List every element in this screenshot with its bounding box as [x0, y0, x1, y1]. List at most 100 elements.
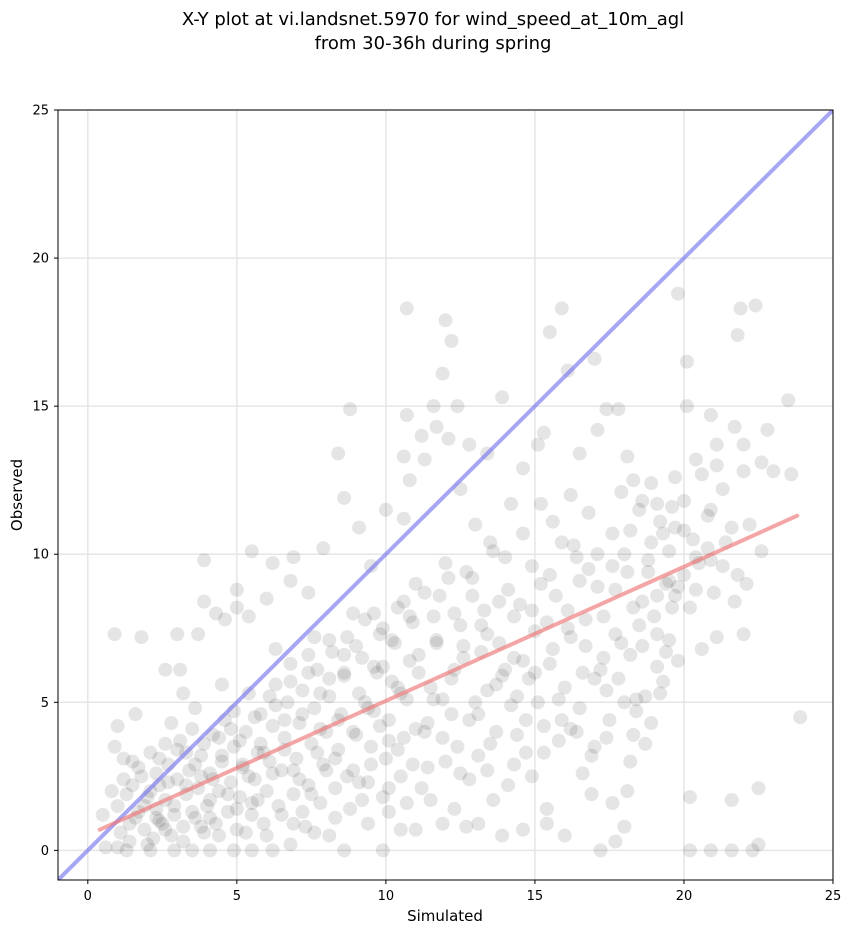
- data-point: [605, 526, 620, 541]
- data-point: [203, 793, 218, 808]
- data-point: [405, 757, 420, 772]
- data-point: [530, 695, 545, 710]
- data-point: [203, 843, 218, 858]
- data-point: [566, 538, 581, 553]
- data-point: [527, 665, 542, 680]
- data-point: [682, 843, 697, 858]
- data-point: [346, 606, 361, 621]
- data-point: [262, 689, 277, 704]
- data-point: [569, 724, 584, 739]
- data-point: [554, 713, 569, 728]
- data-point: [569, 550, 584, 565]
- data-point: [736, 464, 751, 479]
- data-point: [635, 594, 650, 609]
- data-point: [301, 647, 316, 662]
- data-point: [340, 630, 355, 645]
- data-point: [596, 609, 611, 624]
- data-point: [384, 633, 399, 648]
- data-point: [462, 713, 477, 728]
- data-point: [217, 612, 232, 627]
- data-point: [131, 760, 146, 775]
- data-point: [659, 644, 674, 659]
- data-point: [623, 523, 638, 538]
- data-point: [518, 713, 533, 728]
- data-point: [668, 470, 683, 485]
- data-point: [253, 707, 268, 722]
- data-point: [563, 630, 578, 645]
- data-point: [149, 810, 164, 825]
- data-point: [438, 754, 453, 769]
- data-point: [548, 588, 563, 603]
- data-point: [557, 680, 572, 695]
- data-point: [158, 736, 173, 751]
- data-point: [176, 686, 191, 701]
- data-point: [447, 606, 462, 621]
- data-point: [229, 582, 244, 597]
- data-point: [650, 496, 665, 511]
- data-point: [507, 609, 522, 624]
- data-point: [676, 523, 691, 538]
- data-point: [292, 716, 307, 731]
- data-point: [301, 585, 316, 600]
- data-point: [337, 490, 352, 505]
- data-point: [524, 559, 539, 574]
- data-point: [176, 834, 191, 849]
- data-point: [119, 787, 134, 802]
- data-point: [471, 816, 486, 831]
- data-point: [659, 576, 674, 591]
- data-point: [286, 550, 301, 565]
- data-point: [244, 843, 259, 858]
- data-point: [614, 485, 629, 500]
- data-point: [343, 801, 358, 816]
- data-point: [274, 763, 289, 778]
- data-point: [328, 810, 343, 825]
- data-point: [435, 692, 450, 707]
- data-point: [295, 707, 310, 722]
- data-point: [352, 520, 367, 535]
- data-point: [265, 766, 280, 781]
- data-point: [715, 482, 730, 497]
- data-point: [679, 354, 694, 369]
- data-point: [489, 677, 504, 692]
- data-point: [516, 461, 530, 476]
- data-point: [572, 701, 587, 716]
- data-point: [381, 804, 396, 819]
- data-point: [167, 843, 182, 858]
- data-point: [662, 633, 677, 648]
- x-tick-label: 15: [527, 889, 544, 904]
- data-point: [211, 784, 226, 799]
- data-point: [465, 570, 480, 585]
- data-point: [402, 653, 417, 668]
- data-point: [498, 662, 513, 677]
- data-point: [110, 719, 125, 733]
- data-point: [539, 801, 554, 816]
- data-point: [533, 496, 548, 511]
- data-point: [322, 689, 337, 704]
- data-point: [688, 582, 703, 597]
- data-point: [143, 784, 158, 799]
- data-point: [265, 843, 280, 858]
- data-point: [194, 769, 209, 784]
- data-point: [197, 553, 212, 568]
- data-point: [134, 769, 149, 784]
- data-point: [238, 724, 253, 739]
- data-point: [748, 298, 763, 313]
- data-point: [644, 476, 659, 491]
- data-point: [277, 730, 292, 745]
- data-point: [390, 600, 405, 615]
- data-point: [295, 804, 310, 819]
- data-point: [122, 834, 137, 849]
- data-point: [402, 473, 417, 488]
- data-point: [644, 716, 659, 731]
- data-point: [671, 653, 685, 668]
- data-point: [283, 656, 298, 671]
- data-point: [337, 647, 352, 662]
- data-point: [563, 721, 578, 736]
- data-point: [399, 692, 414, 707]
- data-point: [361, 775, 375, 790]
- data-point: [355, 793, 370, 808]
- data-point: [650, 588, 665, 603]
- data-point: [241, 769, 256, 784]
- data-point: [420, 760, 435, 775]
- data-point: [328, 781, 343, 796]
